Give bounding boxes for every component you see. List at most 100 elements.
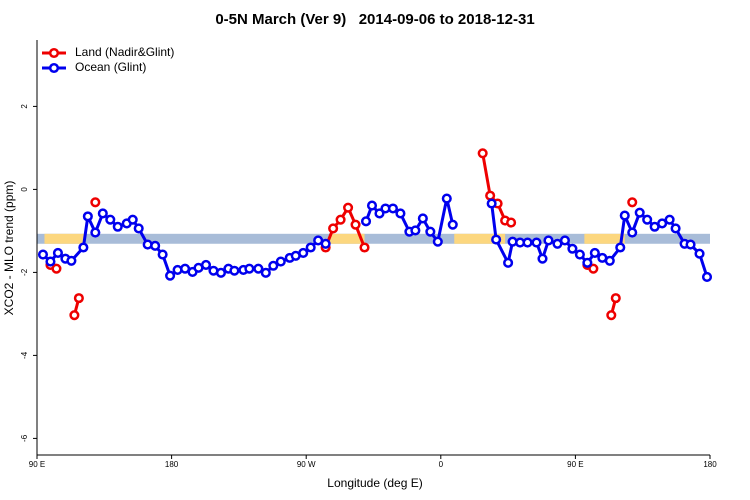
data-point (491, 234, 502, 245)
y-tick-label: -6 (20, 434, 29, 442)
data-point (506, 217, 517, 228)
data-point (634, 207, 645, 218)
land-band (44, 233, 85, 244)
data-point (165, 270, 176, 281)
x-tick-label: 180 (165, 460, 179, 469)
data-point (574, 249, 585, 260)
land-band (584, 233, 625, 244)
data-point (90, 197, 101, 208)
x-tick-label: 90 E (567, 460, 583, 469)
data-point (477, 148, 488, 159)
data-point (244, 263, 255, 274)
x-tick-label: 0 (439, 460, 444, 469)
data-point (486, 198, 497, 209)
data-point (275, 256, 286, 267)
data-point (229, 265, 240, 276)
data-point (157, 249, 168, 260)
ocean-band (37, 233, 710, 244)
data-point (395, 208, 406, 219)
data-point (701, 271, 713, 283)
data-point (268, 260, 279, 271)
data-point (627, 197, 638, 208)
data-point (298, 247, 309, 258)
y-tick-label: -4 (20, 351, 29, 359)
data-point (78, 242, 89, 253)
legend-marker (48, 62, 60, 74)
y-tick-label: -2 (20, 268, 29, 276)
data-point (485, 190, 496, 201)
data-point (112, 221, 123, 232)
y-axis-label: XCO2 - MLO trend (ppm) (2, 181, 16, 316)
data-point (374, 208, 385, 219)
data-point (387, 203, 398, 214)
y-tick-label: 0 (20, 187, 29, 192)
x-axis-label: Longitude (deg E) (327, 476, 422, 490)
data-point (127, 214, 138, 225)
data-point (531, 237, 542, 248)
x-tick-label: 90 E (29, 460, 45, 469)
data-point (328, 223, 339, 234)
data-point (627, 227, 638, 238)
data-point (582, 257, 593, 268)
data-point (82, 211, 93, 222)
legend-label: Land (Nadir&Glint) (75, 45, 174, 59)
data-point (425, 226, 436, 237)
data-point (537, 253, 548, 264)
data-point (604, 255, 615, 266)
data-point (45, 256, 56, 267)
data-point (417, 213, 428, 224)
data-point (359, 242, 370, 253)
data-point (200, 259, 212, 270)
data-point (69, 310, 80, 321)
data-point (260, 267, 271, 278)
data-point (559, 235, 570, 246)
data-point (73, 293, 84, 304)
y-tick-label: 2 (20, 104, 29, 109)
data-point (52, 247, 63, 258)
data-point (441, 193, 452, 204)
data-point (567, 243, 578, 254)
data-point (350, 219, 361, 230)
legend-marker (48, 47, 60, 59)
data-point (588, 263, 599, 274)
data-point (522, 237, 533, 248)
x-tick-label: 180 (703, 460, 717, 469)
data-point (335, 214, 346, 225)
data-point (90, 227, 101, 238)
data-point (360, 216, 372, 227)
data-point (133, 223, 144, 234)
data-point (694, 248, 705, 259)
data-point (215, 267, 227, 278)
data-point (615, 242, 626, 253)
data-point (606, 310, 617, 321)
data-point (589, 247, 600, 258)
data-point (320, 238, 331, 249)
data-point (343, 202, 354, 213)
data-point (610, 293, 621, 304)
land-band (454, 233, 506, 244)
data-point (410, 225, 421, 236)
data-point (503, 257, 514, 268)
data-point (543, 235, 554, 246)
data-point (642, 214, 653, 225)
data-point (366, 200, 378, 211)
data-point (664, 214, 675, 225)
data-point (432, 236, 443, 247)
data-point (670, 223, 681, 234)
data-point (66, 255, 77, 266)
land-band (330, 233, 365, 244)
data-point (685, 239, 696, 250)
data-point (305, 242, 316, 253)
data-point (150, 240, 161, 251)
chart-title: 0-5N March (Ver 9) 2014-09-06 to 2018-12… (215, 11, 534, 28)
data-point (253, 263, 264, 274)
data-point (97, 208, 108, 219)
x-tick-label: 90 W (297, 460, 316, 469)
data-point (51, 263, 62, 274)
data-point (37, 249, 49, 260)
data-point (105, 214, 116, 225)
data-point (657, 218, 668, 229)
data-point (447, 219, 458, 230)
data-point (619, 210, 630, 221)
